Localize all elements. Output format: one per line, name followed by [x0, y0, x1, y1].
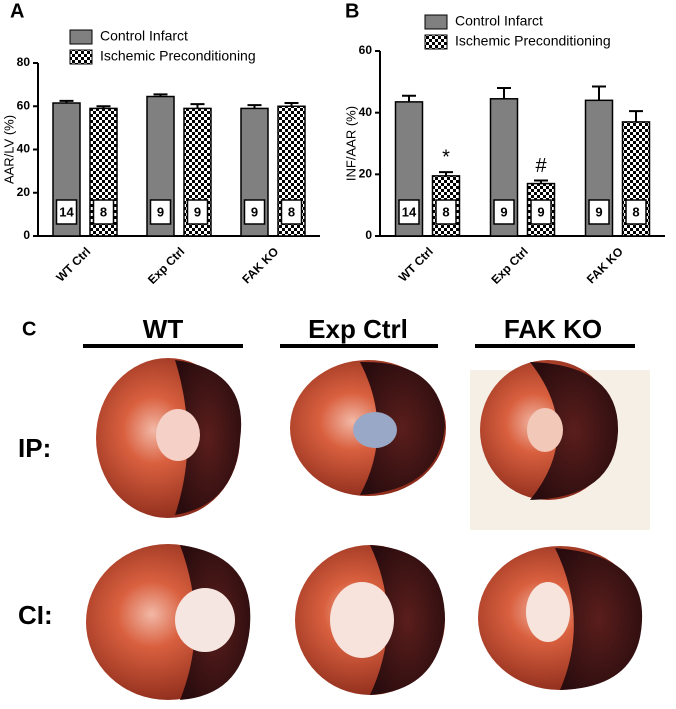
heart-slice — [86, 544, 251, 700]
legend-swatch — [424, 14, 448, 30]
n-box — [625, 199, 647, 225]
significance-label: * — [442, 146, 450, 168]
x-tick-label: Exp Ctrl — [488, 244, 530, 286]
n-label: 14 — [402, 204, 417, 219]
n-box — [92, 199, 115, 225]
error-bar — [439, 171, 453, 176]
error-bar — [59, 99, 74, 104]
legend-swatch — [69, 49, 93, 65]
legend-swatch — [424, 34, 448, 50]
y-axis-label: INF/AAR (%) — [343, 106, 358, 181]
n-box — [530, 199, 552, 225]
y-tick-label: 0 — [365, 228, 372, 242]
n-box — [398, 199, 420, 225]
legend-label: Control Infarct — [100, 28, 188, 44]
x-tick-label: FAK KO — [239, 244, 281, 286]
y-tick-label: 0 — [23, 228, 30, 242]
heart-slice — [96, 358, 242, 518]
heart-slice — [478, 546, 643, 690]
legend-swatch — [69, 29, 93, 45]
error-bar — [284, 102, 299, 107]
n-box — [149, 199, 172, 225]
legend-label: Ischemic Preconditioning — [100, 48, 256, 64]
n-label: 9 — [251, 204, 258, 219]
n-label: 8 — [100, 204, 107, 219]
legend-label: Control Infarct — [455, 13, 543, 29]
n-label: 9 — [157, 204, 164, 219]
y-tick-label: 80 — [17, 55, 31, 69]
error-bar — [402, 94, 416, 102]
y-tick-label: 60 — [17, 98, 31, 112]
panel-label: C — [22, 318, 36, 340]
error-bar — [592, 85, 606, 101]
column-label: FAK KO — [504, 314, 602, 344]
row-label: IP: — [18, 433, 51, 463]
x-tick-label: WT Ctrl — [53, 244, 93, 284]
y-tick-label: 40 — [359, 105, 373, 119]
row-label: CI: — [18, 600, 53, 630]
n-label: 8 — [632, 204, 639, 219]
y-tick-label: 40 — [17, 142, 31, 156]
error-bar — [190, 103, 205, 109]
n-box — [55, 199, 78, 225]
error-bar — [534, 179, 548, 184]
y-tick-label: 20 — [359, 167, 373, 181]
heart-photos — [86, 358, 650, 700]
n-label: 8 — [288, 204, 295, 219]
legend-label: Ischemic Preconditioning — [455, 33, 611, 49]
n-box — [493, 199, 515, 225]
column-label: Exp Ctrl — [308, 314, 408, 344]
n-label: 9 — [194, 204, 201, 219]
column-label: WT — [143, 314, 184, 344]
n-box — [588, 199, 610, 225]
n-box — [186, 199, 209, 225]
n-label: 9 — [537, 204, 544, 219]
panel-label: A — [10, 0, 24, 22]
n-label: 8 — [442, 204, 449, 219]
error-bar — [497, 87, 511, 99]
x-tick-label: WT Ctrl — [396, 244, 436, 284]
error-bar — [629, 110, 643, 122]
error-bar — [247, 104, 262, 109]
n-box — [435, 199, 457, 225]
n-label: 14 — [59, 204, 74, 219]
error-bar — [96, 105, 111, 109]
n-box — [280, 199, 303, 225]
n-label: 9 — [500, 204, 507, 219]
error-bar — [153, 93, 168, 97]
heart-slice — [290, 360, 446, 496]
significance-label: # — [535, 155, 547, 177]
heart-slice — [470, 360, 650, 530]
y-tick-label: 60 — [359, 43, 373, 57]
n-box — [243, 199, 266, 225]
y-tick-label: 20 — [17, 185, 31, 199]
heart-slice — [295, 545, 445, 695]
x-tick-label: Exp Ctrl — [145, 244, 187, 286]
x-tick-label: FAK KO — [584, 244, 626, 286]
y-axis-label: AAR/LV (%) — [1, 115, 16, 184]
panel-label: B — [345, 0, 359, 22]
n-label: 9 — [595, 204, 602, 219]
